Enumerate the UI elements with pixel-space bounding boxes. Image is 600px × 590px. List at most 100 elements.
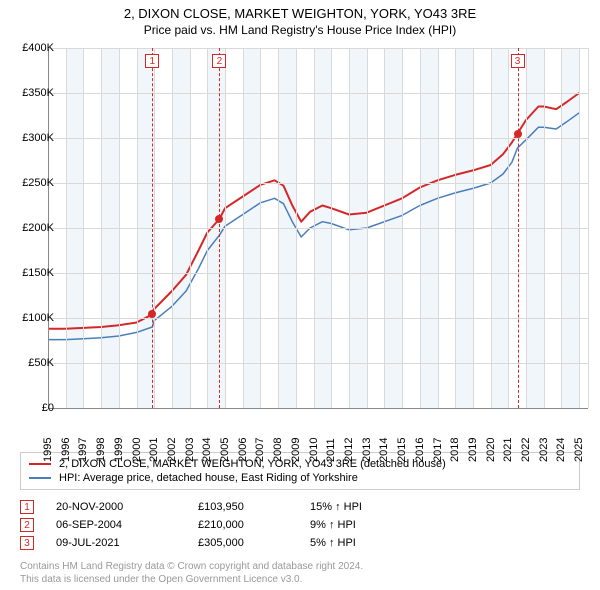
x-axis-label: 2006 xyxy=(237,438,249,462)
gridline-v xyxy=(66,48,67,408)
x-axis-label: 2024 xyxy=(555,438,567,462)
y-axis-label: £400K xyxy=(22,42,54,54)
gridline-v xyxy=(243,48,244,408)
y-axis-label: £0 xyxy=(42,402,54,414)
footer-line1: Contains HM Land Registry data © Crown c… xyxy=(20,560,363,573)
event-pct-1: 15% ↑ HPI xyxy=(310,501,410,513)
y-axis-label: £50K xyxy=(28,357,54,369)
y-axis-label: £150K xyxy=(22,267,54,279)
event-date-1: 20-NOV-2000 xyxy=(56,501,176,513)
gridline-v xyxy=(207,48,208,408)
gridline-v xyxy=(384,48,385,408)
x-axis-label: 2017 xyxy=(432,438,444,462)
x-axis-label: 2003 xyxy=(184,438,196,462)
event-row-1: 1 20-NOV-2000 £103,950 15% ↑ HPI xyxy=(20,498,580,516)
gridline-v xyxy=(296,48,297,408)
x-axis-label: 1995 xyxy=(42,438,54,462)
gridline-v xyxy=(544,48,545,408)
x-axis-label: 2025 xyxy=(573,438,585,462)
x-axis-label: 2019 xyxy=(467,438,479,462)
footer-line2: This data is licensed under the Open Gov… xyxy=(20,573,363,586)
x-axis-label: 2008 xyxy=(272,438,284,462)
event-marker-2: 2 xyxy=(20,518,34,532)
event-date-2: 06-SEP-2004 xyxy=(56,519,176,531)
gridline-h xyxy=(48,93,588,94)
marker-box-3: 3 xyxy=(511,54,525,68)
x-axis-label: 2020 xyxy=(485,438,497,462)
gridline-v xyxy=(137,48,138,408)
gridline-h xyxy=(48,138,588,139)
gridline-v xyxy=(526,48,527,408)
x-axis-label: 2016 xyxy=(414,438,426,462)
gridline-v xyxy=(225,48,226,408)
x-axis-label: 2022 xyxy=(520,438,532,462)
x-axis-label: 2014 xyxy=(378,438,390,462)
x-axis-label: 2011 xyxy=(325,438,337,462)
marker-dot-3 xyxy=(514,130,522,138)
x-axis-label: 2005 xyxy=(219,438,231,462)
gridline-h xyxy=(48,228,588,229)
x-axis-label: 2000 xyxy=(131,438,143,462)
x-axis-label: 2023 xyxy=(538,438,550,462)
x-axis-label: 2002 xyxy=(166,438,178,462)
gridline-v xyxy=(491,48,492,408)
legend-label-hpi: HPI: Average price, detached house, East… xyxy=(59,472,358,484)
marker-vline-1 xyxy=(152,48,153,408)
marker-vline-3 xyxy=(518,48,519,408)
x-axis-label: 1999 xyxy=(113,438,125,462)
event-date-3: 09-JUL-2021 xyxy=(56,537,176,549)
legend-swatch-property xyxy=(29,463,51,465)
chart-container: 2, DIXON CLOSE, MARKET WEIGHTON, YORK, Y… xyxy=(0,0,600,590)
gridline-v xyxy=(455,48,456,408)
x-axis-label: 2018 xyxy=(449,438,461,462)
legend-row-hpi: HPI: Average price, detached house, East… xyxy=(29,471,571,485)
marker-vline-2 xyxy=(219,48,220,408)
chart-title-block: 2, DIXON CLOSE, MARKET WEIGHTON, YORK, Y… xyxy=(0,0,600,39)
plot-area: 1 2 3 xyxy=(48,48,588,408)
event-pct-3: 5% ↑ HPI xyxy=(310,537,410,549)
gridline-v xyxy=(508,48,509,408)
x-axis-label: 1998 xyxy=(95,438,107,462)
gridline-v xyxy=(367,48,368,408)
gridline-v xyxy=(83,48,84,408)
gridline-h xyxy=(48,363,588,364)
event-price-1: £103,950 xyxy=(198,501,288,513)
gridline-v xyxy=(349,48,350,408)
x-axis-label: 2010 xyxy=(308,438,320,462)
marker-dot-1 xyxy=(148,310,156,318)
x-axis-label: 2001 xyxy=(148,438,160,462)
event-pct-2: 9% ↑ HPI xyxy=(310,519,410,531)
y-axis-label: £250K xyxy=(22,177,54,189)
event-marker-3: 3 xyxy=(20,536,34,550)
event-row-2: 2 06-SEP-2004 £210,000 9% ↑ HPI xyxy=(20,516,580,534)
y-axis-label: £300K xyxy=(22,132,54,144)
y-axis-label: £350K xyxy=(22,87,54,99)
event-price-3: £305,000 xyxy=(198,537,288,549)
gridline-v xyxy=(101,48,102,408)
x-axis-label: 2012 xyxy=(343,438,355,462)
events-table: 1 20-NOV-2000 £103,950 15% ↑ HPI 2 06-SE… xyxy=(20,498,580,552)
x-axis-label: 2004 xyxy=(201,438,213,462)
x-axis-label: 2009 xyxy=(290,438,302,462)
marker-box-1: 1 xyxy=(145,54,159,68)
marker-box-2: 2 xyxy=(212,54,226,68)
gridline-v xyxy=(278,48,279,408)
gridline-v xyxy=(561,48,562,408)
x-axis-label: 2013 xyxy=(361,438,373,462)
gridline-v xyxy=(172,48,173,408)
x-axis-label: 1996 xyxy=(60,438,72,462)
chart-title-address: 2, DIXON CLOSE, MARKET WEIGHTON, YORK, Y… xyxy=(0,6,600,21)
gridline-h xyxy=(48,183,588,184)
marker-dot-2 xyxy=(215,215,223,223)
event-marker-1: 1 xyxy=(20,500,34,514)
legend-swatch-hpi xyxy=(29,477,51,479)
y-axis-label: £200K xyxy=(22,222,54,234)
x-axis-label: 2007 xyxy=(254,438,266,462)
gridline-v xyxy=(119,48,120,408)
gridline-h xyxy=(48,273,588,274)
x-axis-label: 2015 xyxy=(396,438,408,462)
gridline-v xyxy=(154,48,155,408)
gridline-v xyxy=(420,48,421,408)
gridline-v xyxy=(402,48,403,408)
x-axis-label: 1997 xyxy=(77,438,89,462)
